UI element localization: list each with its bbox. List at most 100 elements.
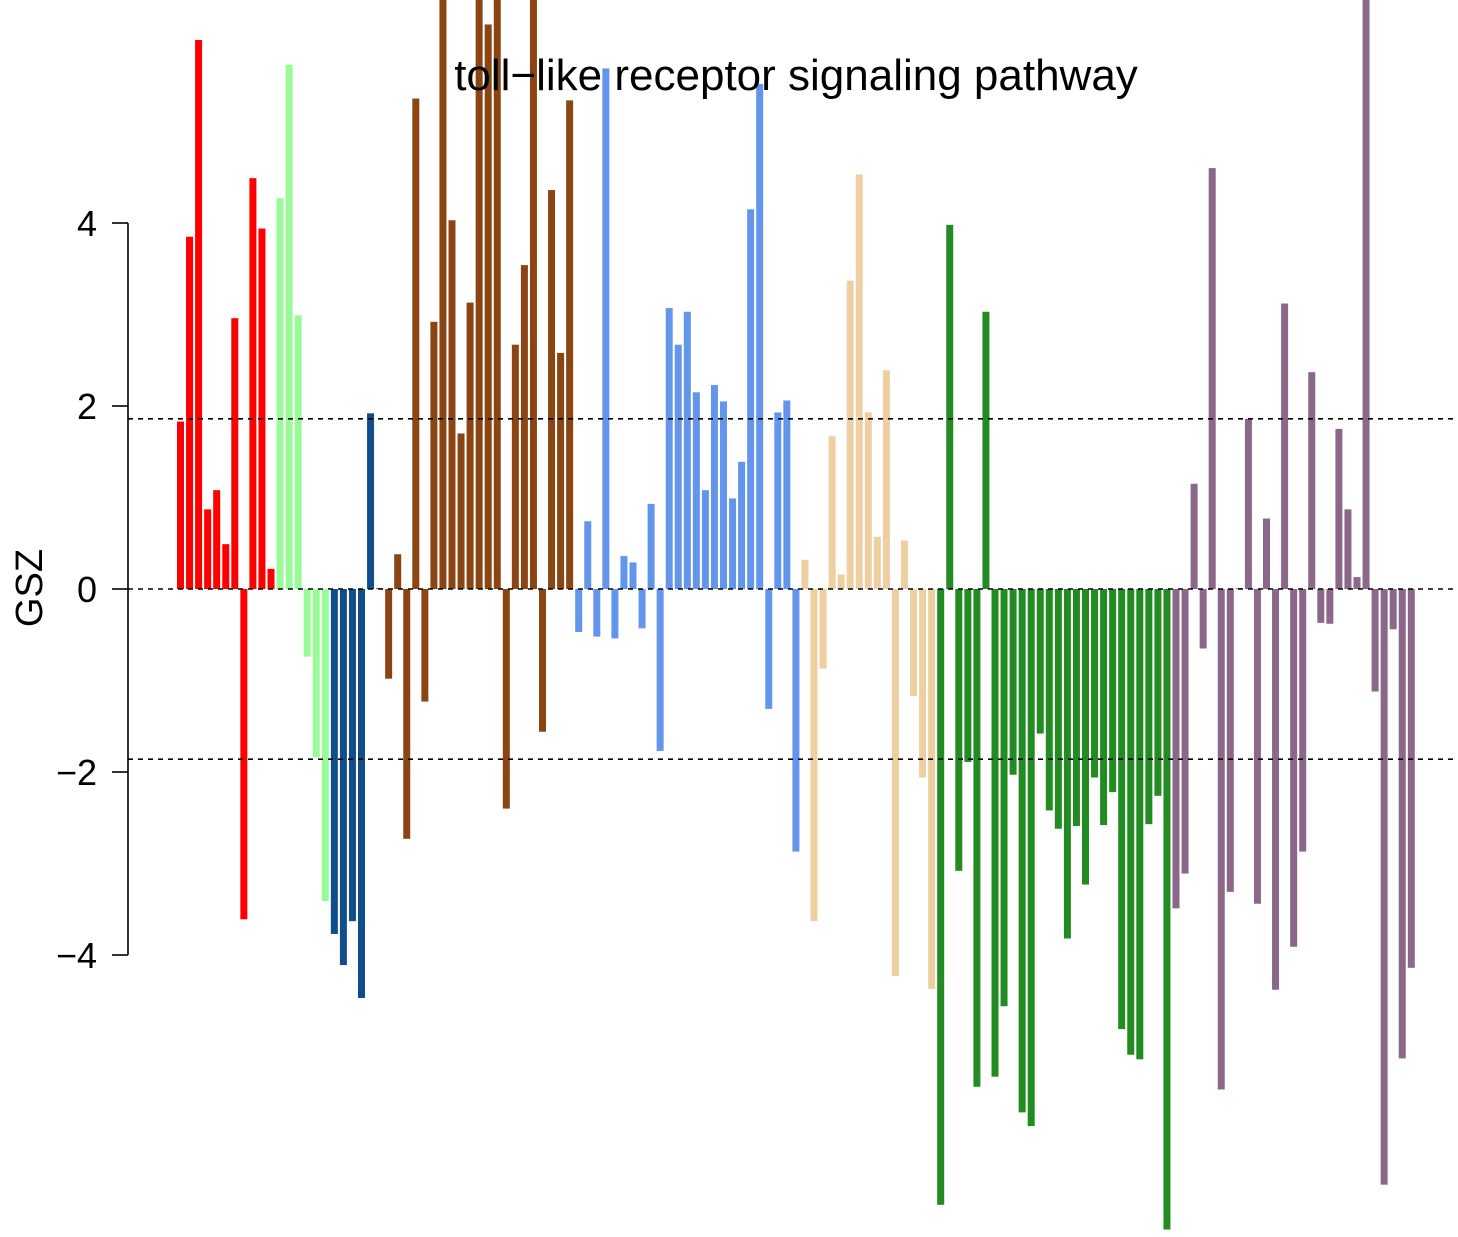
bar-group8-9: [1244, 418, 1252, 589]
bar-group1-10: [258, 228, 266, 590]
bar-group7-18: [1091, 589, 1099, 778]
bar-group6-14: [919, 589, 927, 778]
bar-group5-2: [584, 521, 592, 589]
bar-group5-18: [729, 498, 737, 589]
bar-group5-21: [756, 83, 764, 590]
bar-group8-4: [1199, 589, 1207, 649]
bar-group5-12: [674, 344, 682, 589]
bar-group8-15: [1299, 589, 1307, 852]
bar-group7-21: [1118, 589, 1126, 1030]
bar-group3-1: [330, 589, 338, 934]
bar-group4-16: [511, 344, 519, 589]
bar-group5-19: [738, 461, 746, 589]
bar-group8-14: [1290, 589, 1298, 947]
bar-group2-4: [303, 589, 311, 657]
bar-group6-13: [910, 589, 918, 697]
bar-group5-1: [575, 589, 583, 632]
bar-group4-10: [457, 433, 465, 589]
bar-group3-5: [367, 413, 375, 589]
bar-group4-15: [502, 589, 510, 809]
bar-group6-5: [837, 574, 845, 589]
y-tick-label-1: −4: [56, 935, 97, 976]
bar-group6-1: [801, 559, 809, 589]
bar-group2-2: [285, 64, 293, 589]
bar-group1-3: [195, 40, 203, 589]
bar-group4-7: [430, 321, 438, 589]
bar-group8-3: [1190, 483, 1198, 589]
bar-group6-4: [828, 436, 836, 589]
bar-group4-12: [475, 0, 483, 589]
bar-group4-13: [484, 24, 492, 589]
bar-group5-22: [765, 589, 773, 709]
bar-group5-16: [710, 384, 718, 589]
bar-group8-1: [1172, 589, 1180, 909]
bar-group6-6: [846, 280, 854, 589]
bar-group5-14: [692, 392, 700, 589]
bar-group4-5: [412, 98, 420, 589]
bar-group3-2: [339, 589, 347, 966]
bar-group6-3: [819, 589, 827, 669]
bar-group3-3: [348, 589, 356, 922]
bar-group1-1: [177, 421, 184, 589]
y-axis: −4 −2 0 2 4: [56, 203, 129, 976]
bar-group5-13: [683, 311, 691, 589]
bar-group8-27: [1407, 589, 1415, 968]
bar-group5-15: [701, 490, 709, 589]
bar-group7-11: [1027, 589, 1035, 1127]
bar-group8-6: [1217, 589, 1225, 1090]
bar-group1-9: [249, 178, 257, 589]
chart-title: toll−like receptor signaling pathway: [454, 51, 1138, 100]
bar-group6-12: [901, 540, 908, 589]
bar-group1-11: [267, 568, 275, 589]
bar-group8-22: [1362, 0, 1370, 589]
bar-group4-19: [539, 589, 546, 732]
bar-group5-9: [647, 503, 655, 589]
bar-group8-18: [1326, 589, 1334, 624]
bar-group7-17: [1082, 589, 1089, 885]
bar-group7-2: [946, 224, 954, 589]
bar-group1-5: [213, 490, 221, 589]
bar-group1-6: [222, 544, 230, 589]
bar-group3-4: [358, 589, 365, 998]
reference-lines: [128, 418, 1458, 760]
y-tick-label-3: 0: [77, 569, 97, 610]
bar-group2-1: [276, 198, 284, 590]
bar-group7-6: [982, 311, 990, 589]
bar-group7-14: [1054, 589, 1062, 829]
bar-group7-3: [955, 589, 963, 871]
bar-group8-21: [1353, 577, 1361, 589]
bar-group2-5: [312, 589, 320, 758]
bar-group5-10: [656, 589, 664, 751]
bar-group7-12: [1036, 589, 1044, 734]
bar-group4-6: [421, 589, 429, 702]
bar-group8-17: [1317, 589, 1325, 623]
bar-group4-22: [566, 100, 574, 589]
bar-group2-3: [294, 315, 302, 589]
bar-group4-4: [403, 589, 411, 839]
bar-group6-8: [864, 412, 872, 589]
y-tick-label-5: 4: [77, 203, 97, 244]
bar-group6-9: [873, 536, 881, 589]
bar-group7-9: [1009, 589, 1017, 775]
bar-group8-5: [1208, 168, 1216, 589]
y-tick-label-2: −2: [56, 752, 97, 793]
bar-group8-23: [1371, 589, 1379, 692]
bar-group5-11: [665, 308, 673, 589]
bar-group8-7: [1226, 589, 1234, 892]
bar-group5-20: [747, 209, 755, 589]
bar-group8-12: [1272, 589, 1280, 990]
bar-group8-20: [1344, 509, 1352, 589]
bar-group7-19: [1100, 589, 1108, 826]
bar-group1-8: [240, 589, 248, 920]
bar-group4-11: [466, 302, 474, 589]
bar-group8-26: [1398, 589, 1406, 1059]
bar-group7-16: [1072, 589, 1080, 826]
bar-series-group: [177, 0, 1415, 1230]
bar-group5-5: [611, 589, 619, 639]
bar-group4-14: [493, 0, 501, 589]
bar-group7-10: [1018, 589, 1026, 1113]
bar-group5-6: [620, 556, 628, 589]
bar-group7-22: [1127, 589, 1135, 1055]
